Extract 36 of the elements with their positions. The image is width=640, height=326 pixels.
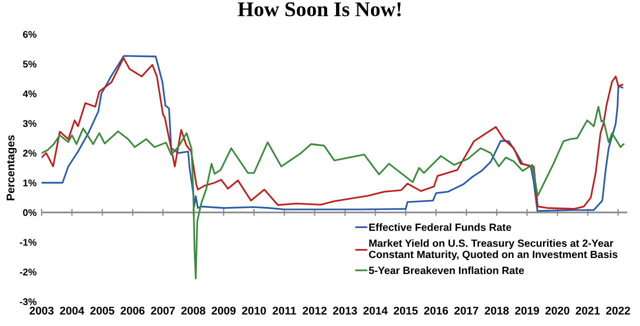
y-tick-label: 5% <box>22 60 36 68</box>
y-tick-label: -3% <box>20 298 36 306</box>
x-tick-label: 2005 <box>90 306 114 315</box>
y-tick-label: -2% <box>20 268 36 276</box>
x-tick-label: 2004 <box>60 306 84 315</box>
x-tick-label: 2003 <box>30 306 54 315</box>
line-series <box>42 106 624 280</box>
x-tick-label: 2015 <box>394 306 418 315</box>
legend-label: Market Yield on U.S. Treasury Securities at 2-Year Constant Maturity, Quoted on an Investment Basis <box>369 239 618 260</box>
x-tick-label: 2016 <box>424 306 448 315</box>
legend-label: Effective Federal Funds Rate <box>369 223 512 231</box>
y-tick-label: 6% <box>23 30 36 38</box>
x-tick-label: 2020 <box>545 306 570 315</box>
chart-title: How Soon Is Now! <box>238 2 401 16</box>
x-tick-label: 2022 <box>606 306 630 315</box>
y-tick-label: 3% <box>22 120 36 127</box>
x-tick-label: 2012 <box>302 306 327 315</box>
x-tick-label: 2018 <box>484 306 509 315</box>
x-tick-label: 2017 <box>454 306 478 315</box>
y-tick-label: 2% <box>23 150 36 157</box>
x-tick-label: 2006 <box>120 306 145 315</box>
y-tick-label: -1% <box>20 238 36 246</box>
x-tick-label: 2014 <box>363 306 388 315</box>
x-tick-label: 2021 <box>576 306 600 315</box>
x-tick-label: 2019 <box>515 306 540 315</box>
legend-label: 5-Year Breakeven Inflation Rate <box>368 266 524 274</box>
y-axis-title: Percentages <box>6 135 17 200</box>
x-tick-label: 2010 <box>242 306 266 315</box>
x-tick-label: 2009 <box>212 306 236 315</box>
y-tick-label: 4% <box>22 90 36 98</box>
x-tick-label: 2013 <box>333 306 357 315</box>
x-tick-label: 2007 <box>150 306 175 315</box>
x-tick-label: 2008 <box>181 306 206 315</box>
y-tick-label: 1% <box>23 180 36 186</box>
x-tick-label: 2011 <box>272 306 296 315</box>
y-tick-label: 0% <box>23 209 36 216</box>
